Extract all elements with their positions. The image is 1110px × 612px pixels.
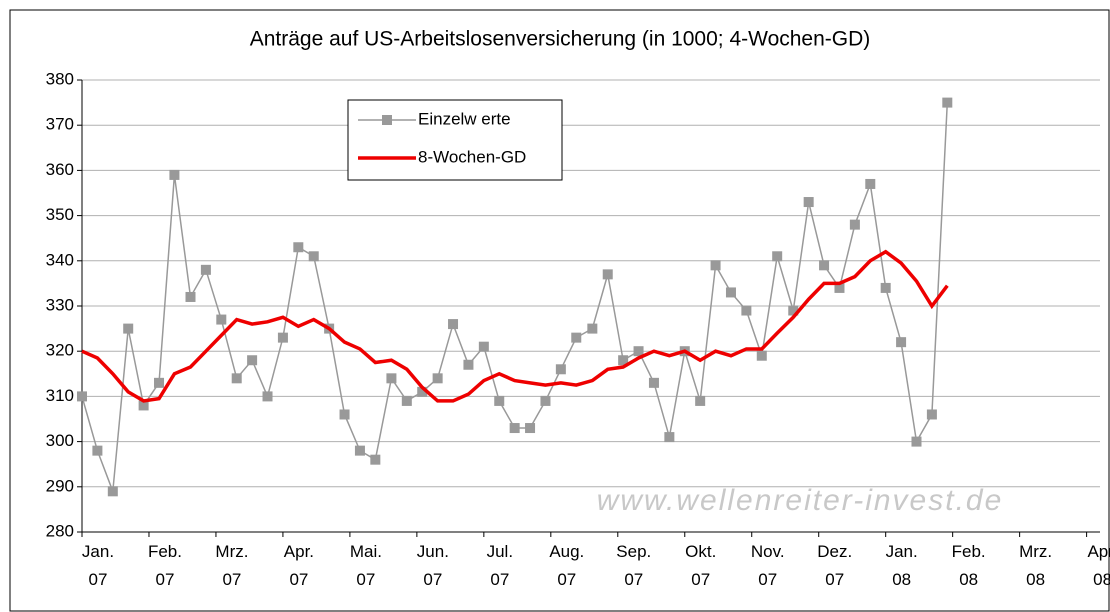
x-tick-label: Mrz. 07 <box>215 542 249 589</box>
legend-marker <box>382 115 392 125</box>
y-tick-label: 330 <box>46 295 74 314</box>
point-marker <box>247 355 258 366</box>
point-marker <box>123 323 134 334</box>
point-marker <box>262 391 273 402</box>
x-tick-label: Nov. 07 <box>750 542 785 589</box>
y-tick-label: 370 <box>46 115 74 134</box>
x-tick-label: Jul. 07 <box>486 542 514 589</box>
x-tick-label: Mrz. 08 <box>1019 542 1053 589</box>
x-tick-label: Apr. 08 <box>1087 542 1110 589</box>
point-marker <box>432 373 443 384</box>
y-tick-label: 310 <box>46 386 74 405</box>
point-marker <box>555 364 566 375</box>
point-marker <box>200 264 211 275</box>
watermark: www.wellenreiter-invest.de <box>597 484 1004 517</box>
legend-label: 8-Wochen-GD <box>418 147 526 166</box>
point-marker <box>277 332 288 343</box>
point-marker <box>448 319 459 330</box>
point-marker <box>308 251 319 262</box>
point-marker <box>571 332 582 343</box>
point-marker <box>138 400 149 411</box>
point-marker <box>231 373 242 384</box>
point-marker <box>756 350 767 361</box>
point-marker <box>942 97 953 108</box>
point-marker <box>92 445 103 456</box>
point-marker <box>216 314 227 325</box>
point-marker <box>478 341 489 352</box>
series-line <box>81 249 949 403</box>
y-tick-label: 380 <box>46 69 74 88</box>
x-tick-label: Feb. 07 <box>147 542 182 589</box>
x-tick-label: Jan. 07 <box>81 542 115 589</box>
y-tick-label: 290 <box>46 476 74 495</box>
point-marker <box>772 251 783 262</box>
point-marker <box>725 287 736 298</box>
point-marker <box>633 346 644 357</box>
point-marker <box>587 323 598 334</box>
x-tick-label: Sep. 07 <box>616 542 652 589</box>
point-marker <box>880 282 891 293</box>
x-tick-label: Okt. 07 <box>685 542 717 589</box>
x-tick-label: Jun. 07 <box>416 542 449 589</box>
point-marker <box>293 242 304 253</box>
point-marker <box>926 409 937 420</box>
point-marker <box>911 436 922 447</box>
point-marker <box>417 386 428 397</box>
point-marker <box>354 445 365 456</box>
point-marker <box>865 178 876 189</box>
y-tick-label: 350 <box>46 205 74 224</box>
y-tick-label: 280 <box>46 521 74 540</box>
point-marker <box>834 282 845 293</box>
point-marker <box>540 395 551 406</box>
x-tick-label: Aug. 07 <box>549 542 585 589</box>
point-marker <box>339 409 350 420</box>
point-marker <box>648 377 659 388</box>
point-marker <box>401 395 412 406</box>
point-marker <box>463 359 474 370</box>
x-tick-label: Mai. 07 <box>349 542 382 589</box>
x-tick-label: Dez. 07 <box>817 542 853 589</box>
y-tick-label: 320 <box>46 341 74 360</box>
point-marker <box>618 355 629 366</box>
point-marker <box>710 260 721 271</box>
y-tick-label: 300 <box>46 431 74 450</box>
legend-box <box>347 99 563 181</box>
point-marker <box>107 486 118 497</box>
x-tick-label: Feb. 08 <box>951 542 986 589</box>
point-marker <box>819 260 830 271</box>
point-marker <box>849 219 860 230</box>
point-marker <box>695 395 706 406</box>
y-tick-label: 360 <box>46 160 74 179</box>
point-marker <box>525 423 536 434</box>
point-marker <box>509 423 520 434</box>
point-marker <box>896 337 907 348</box>
point-marker <box>741 305 752 316</box>
x-tick-label: Jan. 08 <box>885 542 918 589</box>
point-marker <box>602 269 613 280</box>
x-tick-label: Apr. 07 <box>283 542 315 589</box>
point-marker <box>370 454 381 465</box>
point-marker <box>664 432 675 443</box>
point-marker <box>494 395 505 406</box>
chart-title: Anträge auf US-Arbeitslosenversicherung … <box>250 28 871 51</box>
point-marker <box>386 373 397 384</box>
point-marker <box>788 305 799 316</box>
point-marker <box>77 391 87 402</box>
legend-label: Einzelw erte <box>418 109 511 128</box>
point-marker <box>185 291 196 302</box>
point-marker <box>169 169 180 180</box>
point-marker <box>803 197 814 208</box>
point-marker <box>154 377 165 388</box>
y-tick-label: 340 <box>46 250 74 269</box>
